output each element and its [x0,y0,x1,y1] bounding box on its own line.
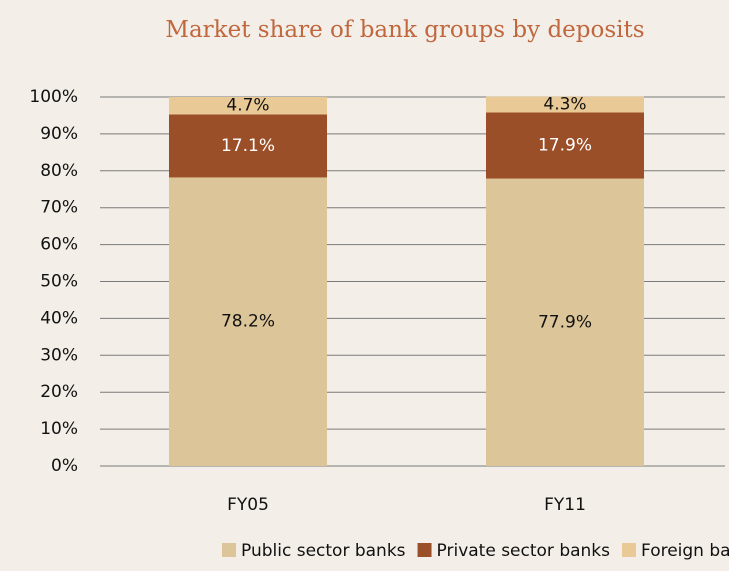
y-tick-label: 100% [29,87,78,107]
bar-segment [486,112,644,179]
chart-title: Market share of bank groups by deposits [165,17,644,43]
y-tick-label: 0% [51,456,78,476]
y-tick-label: 70% [40,198,78,218]
legend-swatch [622,543,637,557]
bar-segment [169,177,327,466]
x-tick-label: FY05 [227,495,269,515]
bar-segment [169,114,327,178]
y-tick-label: 40% [40,308,78,328]
bar-segment [486,178,644,466]
bar-segment [169,97,327,115]
data-label: 17.9% [538,136,592,156]
y-tick-label: 30% [40,345,78,365]
data-label: 4.7% [226,96,269,116]
y-tick-label: 90% [40,124,78,144]
data-label: 4.3% [543,95,586,115]
bar-segment [486,96,644,113]
data-label: 77.9% [538,312,592,332]
legend-label: Public sector banks [241,541,406,561]
data-label: 17.1% [221,136,275,156]
y-tick-label: 20% [40,382,78,402]
legend-label: Private sector banks [437,541,611,561]
y-tick-label: 10% [40,419,78,439]
legend-swatch [417,543,432,557]
legend-swatch [222,543,236,557]
y-tick-label: 60% [40,235,78,255]
data-label: 78.2% [221,312,275,332]
x-tick-label: FY11 [544,495,586,515]
y-tick-label: 50% [40,272,78,292]
y-tick-label: 80% [40,161,78,181]
legend-label: Foreign banks [641,541,729,561]
